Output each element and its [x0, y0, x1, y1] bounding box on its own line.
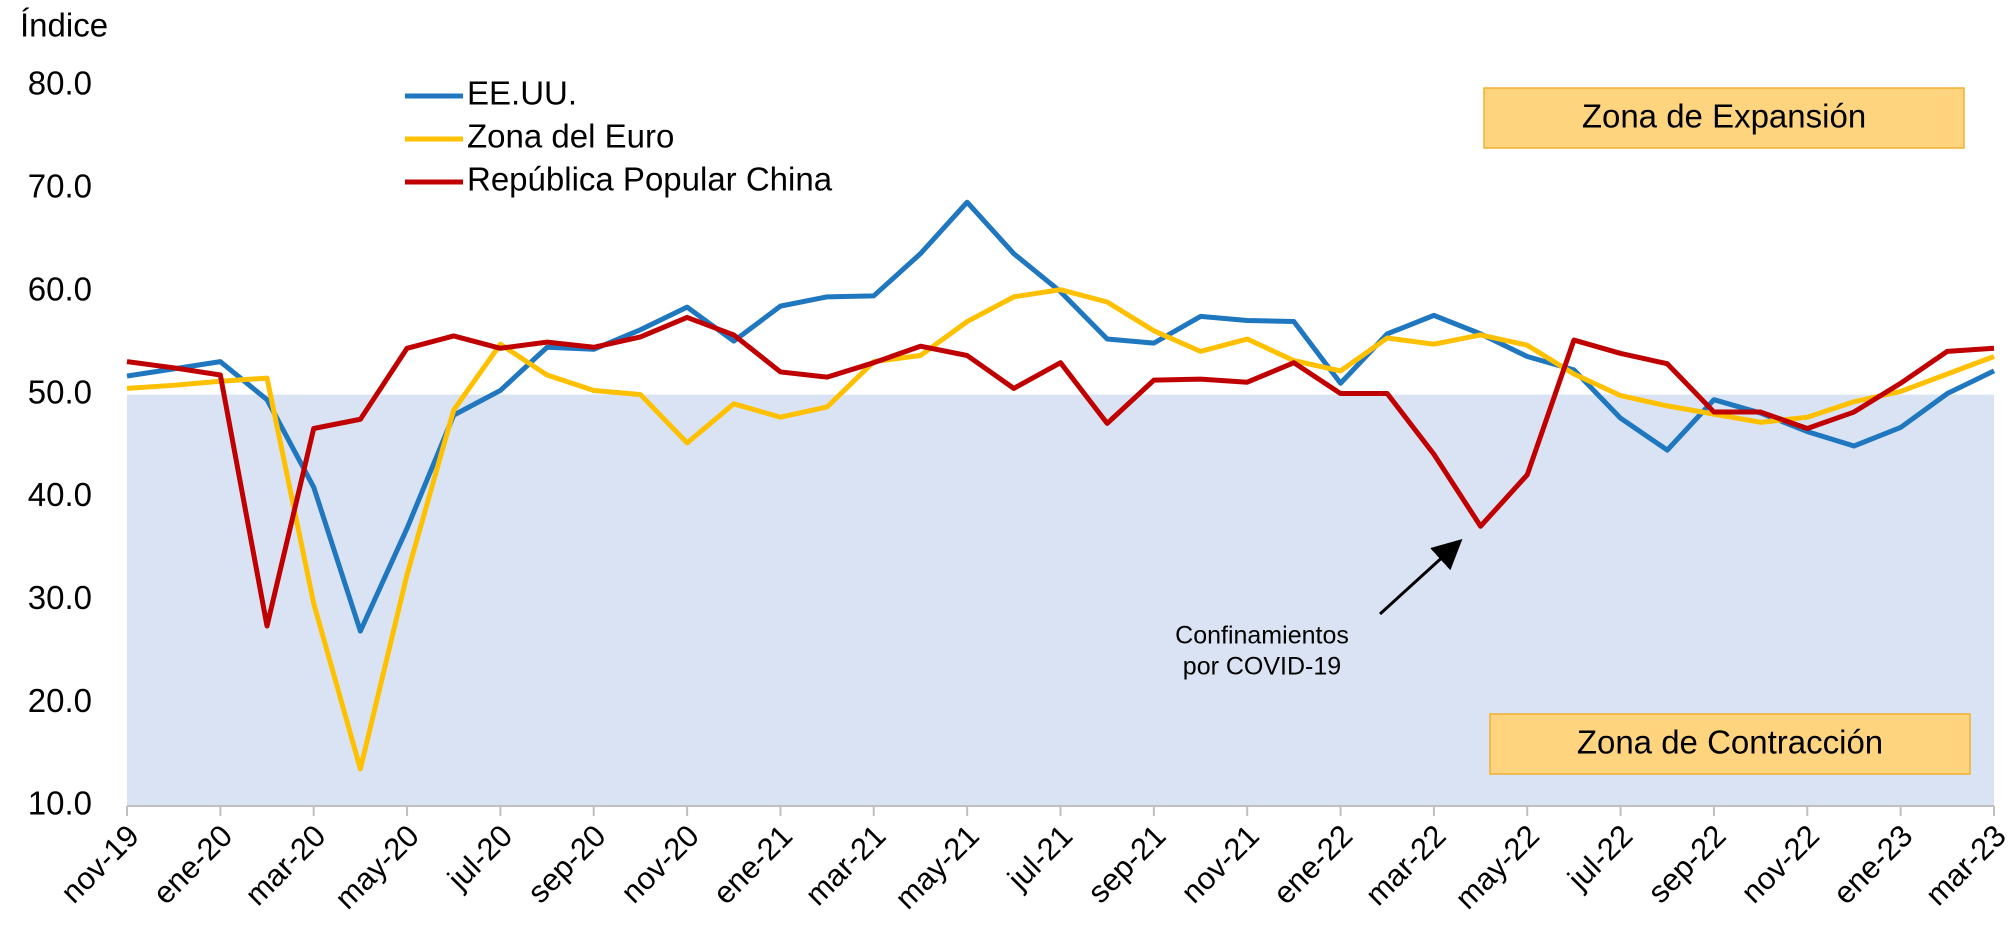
y-tick-label: 60.0	[28, 270, 92, 307]
annotation-arrow	[1378, 538, 1463, 616]
x-tick-label: may-21	[888, 818, 986, 916]
x-tick-label: nov-19	[54, 818, 146, 910]
x-tick-label: jul-22	[1560, 818, 1639, 897]
x-tick-label: ene-23	[1826, 818, 1919, 911]
x-tick-label: may-20	[328, 818, 426, 916]
x-tick-label: nov-20	[614, 818, 706, 910]
x-tick-label: ene-22	[1266, 818, 1359, 911]
y-tick-label: 40.0	[28, 476, 92, 513]
expansion-box	[1483, 87, 1965, 149]
x-tick-label: sep-20	[521, 818, 613, 910]
annotation: Confinamientos	[1175, 622, 1349, 650]
x-tick-label: mar-21	[798, 818, 892, 912]
contraction-box	[1489, 713, 1971, 775]
y-tick-label: 10.0	[28, 785, 92, 822]
y-tick-label: 30.0	[28, 579, 92, 616]
series-line	[126, 287, 1995, 772]
x-tick-label: mar-23	[1919, 818, 2013, 912]
x-tick-label: jul-20	[440, 818, 519, 897]
x-tick-label: sep-21	[1081, 818, 1173, 910]
y-tick-label: 20.0	[28, 682, 92, 719]
x-tick-label: ene-20	[146, 818, 239, 911]
x-tick-label: jul-21	[1000, 818, 1079, 897]
annotation: por COVID-19	[1183, 653, 1341, 681]
y-tick-label: 80.0	[28, 65, 92, 102]
x-tick-label: may-22	[1448, 818, 1546, 916]
legend-label: Zona del Euro	[467, 118, 674, 155]
x-tick-label: nov-22	[1734, 818, 1826, 910]
annotation: Zona de Expansión	[1582, 98, 1866, 135]
y-tick-label: 70.0	[28, 168, 92, 205]
y-tick-label: 50.0	[28, 373, 92, 410]
series-line	[126, 314, 1995, 629]
legend-label: República Popular China	[467, 161, 833, 198]
x-tick-label: nov-21	[1174, 818, 1266, 910]
annotation: Zona de Contracción	[1577, 724, 1883, 761]
x-tick-label: ene-21	[706, 818, 799, 911]
x-tick-label: sep-22	[1641, 818, 1733, 910]
x-tick-label: mar-20	[238, 818, 332, 912]
x-tick-label: mar-22	[1358, 818, 1452, 912]
legend-label: EE.UU.	[467, 75, 577, 112]
y-axis-label: Índice	[20, 7, 108, 44]
